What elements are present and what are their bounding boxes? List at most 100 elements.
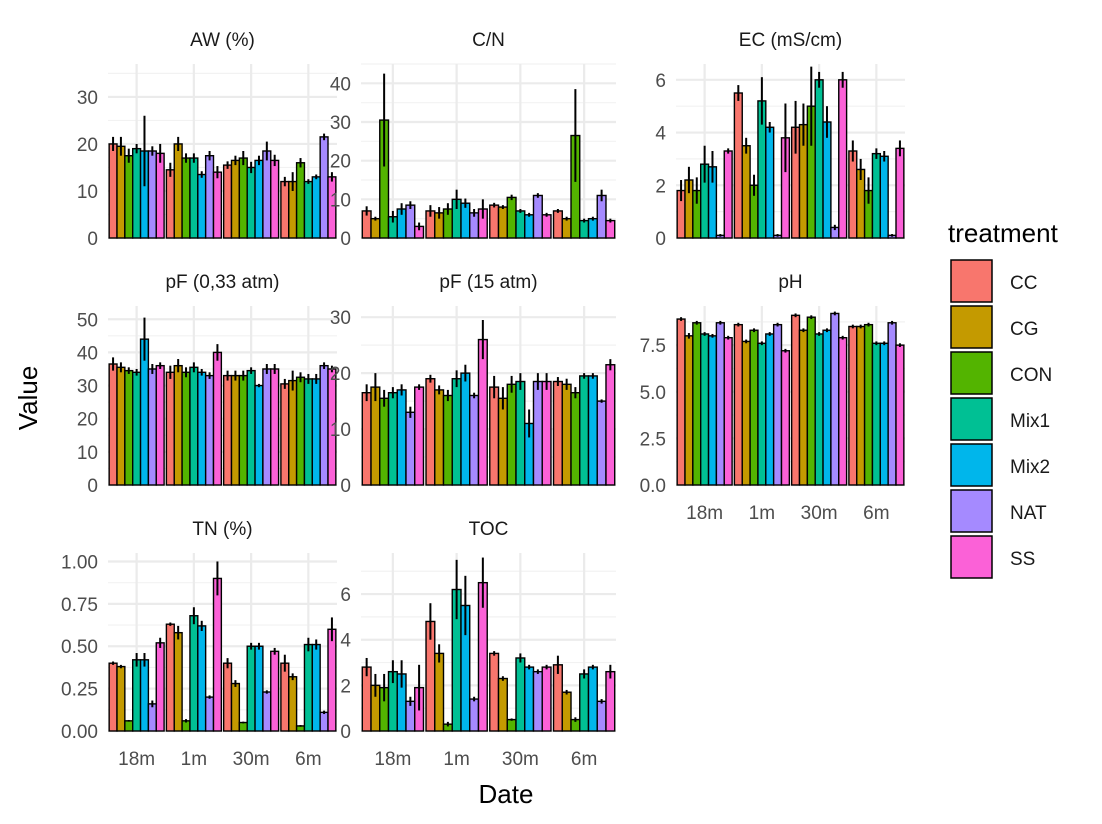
bar	[723, 150, 733, 239]
x-axis-title: Date	[479, 779, 534, 809]
bar	[552, 210, 563, 239]
y-tick-label: 0.25	[61, 680, 98, 701]
legend-item: CON	[950, 351, 1052, 395]
bar	[515, 380, 526, 486]
legend-item: SS	[950, 535, 1035, 579]
bar	[108, 363, 118, 486]
bar	[434, 652, 445, 732]
bar	[396, 389, 407, 486]
bar	[830, 312, 840, 486]
bar	[131, 147, 142, 239]
bar	[379, 397, 390, 486]
bar	[270, 650, 280, 732]
facet-panel: pF (0,33 atm) 0 10 20 30 40 50	[77, 272, 337, 497]
y-tick-label: 30	[77, 88, 98, 109]
bar	[173, 364, 183, 486]
bar	[460, 372, 471, 486]
facet-panel: EC (mS/cm) 0 2 4 6	[655, 30, 905, 250]
y-tick-label: 30	[77, 377, 98, 398]
bar	[230, 374, 241, 486]
bar	[477, 338, 488, 486]
x-tick-label: 1m	[443, 749, 469, 770]
bar	[222, 374, 233, 486]
bar	[684, 335, 694, 486]
bar	[222, 662, 233, 732]
bar	[295, 162, 306, 239]
facet-title: TN (%)	[192, 519, 252, 540]
bar	[814, 79, 824, 239]
bar	[124, 720, 134, 732]
bar	[772, 323, 783, 486]
facet-title: EC (mS/cm)	[739, 30, 842, 51]
bar	[790, 314, 801, 486]
bar	[361, 392, 372, 486]
y-tick-label: 20	[77, 135, 98, 156]
y-tick-label: 4	[655, 124, 666, 145]
bar	[497, 206, 508, 239]
bar	[303, 180, 314, 239]
bar	[280, 180, 290, 239]
bar	[895, 344, 905, 486]
y-tick-label: 20	[330, 364, 351, 385]
legend-key	[950, 397, 993, 441]
y-tick-label: 6	[655, 71, 666, 92]
bar	[506, 383, 517, 486]
facet-title: pF (0,33 atm)	[165, 272, 279, 293]
y-tick-label: 2	[655, 176, 666, 197]
bar	[108, 143, 118, 239]
bar	[262, 368, 272, 486]
bar	[699, 333, 710, 486]
bar	[204, 696, 215, 732]
bar	[165, 169, 175, 239]
bar	[676, 318, 686, 486]
bar	[262, 150, 272, 239]
legend-item: CC	[950, 259, 1037, 303]
bar	[579, 673, 590, 732]
bar	[124, 155, 134, 239]
legend-item: CG	[950, 305, 1039, 349]
y-tick-label: 0.50	[61, 637, 98, 658]
bar	[489, 652, 500, 732]
bar	[806, 316, 816, 486]
bar	[425, 378, 436, 486]
bar	[605, 670, 616, 732]
bar	[561, 691, 572, 732]
bar	[147, 150, 157, 239]
x-tick-label: 1m	[181, 749, 207, 770]
bar	[541, 380, 552, 486]
legend-item: Mix1	[950, 397, 1050, 441]
facet-title: TOC	[469, 519, 509, 540]
bar	[871, 342, 882, 486]
bar	[587, 375, 598, 486]
bar	[303, 643, 314, 732]
y-tick-label: 10	[77, 443, 98, 464]
bar	[765, 126, 775, 239]
x-tick-label: 6m	[863, 503, 889, 524]
bar	[246, 166, 256, 239]
bar	[181, 157, 191, 239]
bar	[165, 371, 175, 486]
bar	[204, 374, 215, 486]
bar	[230, 682, 241, 732]
x-tick-label: 18m	[686, 503, 723, 524]
facet-title: AW (%)	[190, 30, 255, 51]
bar	[147, 703, 157, 732]
legend-label: CON	[1010, 365, 1052, 386]
bar	[532, 670, 543, 732]
y-tick-label: 2	[340, 676, 351, 697]
bar	[692, 322, 702, 486]
bar	[863, 323, 874, 486]
bar	[155, 364, 165, 486]
facet-title: C/N	[472, 30, 505, 51]
y-tick-label: 0	[87, 229, 98, 250]
bar	[361, 666, 372, 732]
y-tick-label: 7.5	[640, 336, 666, 357]
bar	[733, 323, 743, 486]
bar	[238, 721, 248, 732]
bar	[405, 411, 416, 486]
facet-panel: C/N 0 10 20 30 40	[330, 30, 616, 250]
bar	[489, 386, 500, 486]
facet-panel: AW (%) 0 10 20 30	[77, 30, 337, 250]
bar	[469, 698, 480, 732]
